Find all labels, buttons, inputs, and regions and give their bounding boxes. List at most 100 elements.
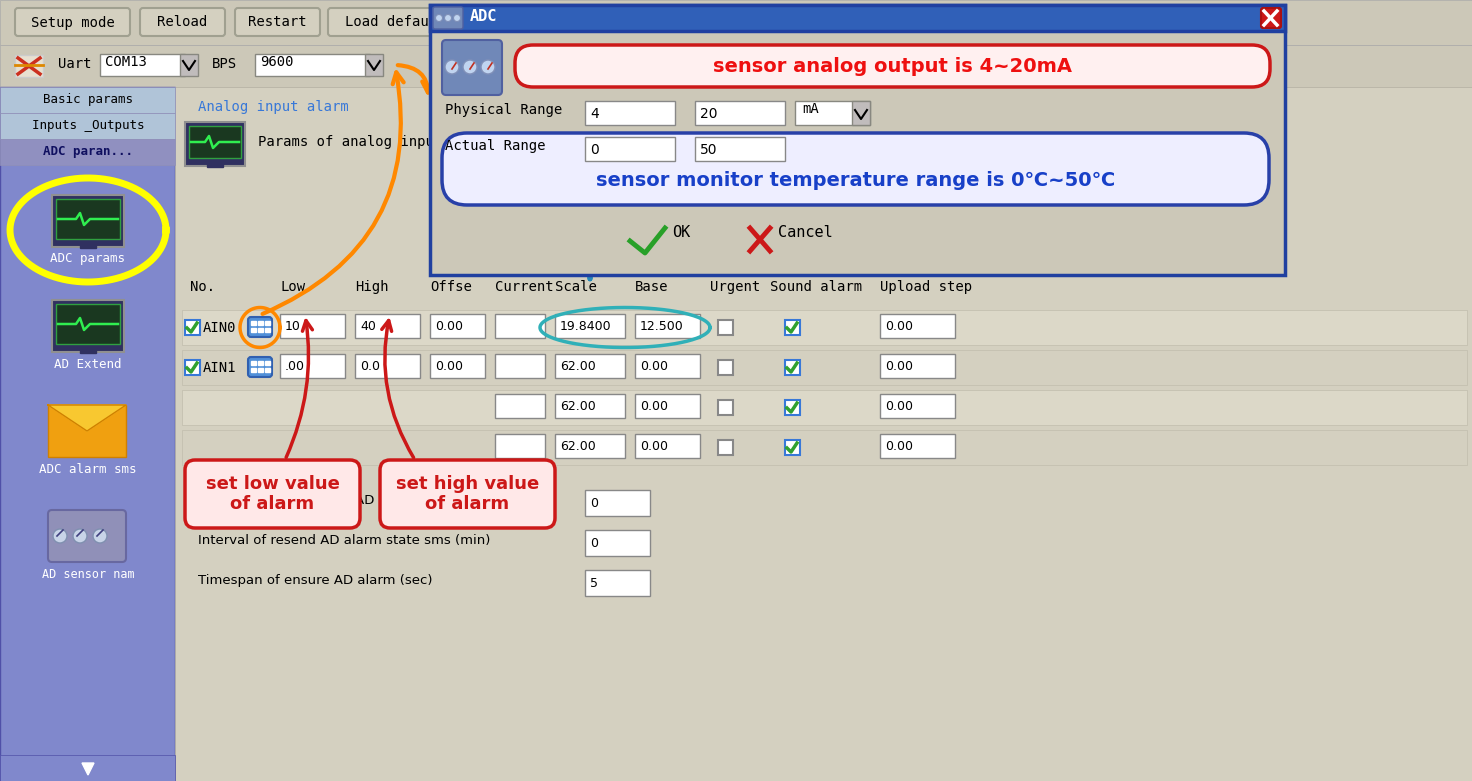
Text: Analog input alarm: Analog input alarm [199,100,349,114]
Text: set low value
of alarm: set low value of alarm [206,475,340,513]
FancyBboxPatch shape [1262,8,1281,28]
Bar [56,304,121,344]
FancyArrowPatch shape [397,65,433,93]
Bar [555,314,626,338]
Text: COM13: COM13 [105,55,147,69]
Bar [252,361,256,365]
FancyBboxPatch shape [247,317,272,337]
Text: Interval of resend AD alarm state sms (min): Interval of resend AD alarm state sms (m… [199,534,490,547]
Circle shape [445,60,459,74]
Bar [183,430,1468,465]
Bar [880,354,955,378]
FancyBboxPatch shape [247,357,272,377]
Bar [785,400,799,415]
Bar [265,328,269,332]
Circle shape [53,529,68,543]
Bar [280,314,344,338]
Text: Current: Current [495,280,553,294]
FancyArrowPatch shape [584,265,596,279]
FancyArrowPatch shape [381,320,414,458]
Text: Basic params: Basic params [43,94,132,106]
Text: AIN0: AIN0 [203,321,237,335]
Bar [584,570,651,596]
Text: High: High [355,280,389,294]
Circle shape [464,60,477,74]
Text: AIN1: AIN1 [203,361,237,375]
Bar [185,360,200,375]
Bar [252,368,256,372]
Circle shape [74,529,87,543]
Text: AD sensor nam: AD sensor nam [41,568,134,581]
Text: Scale: Scale [555,280,596,294]
Bar [185,320,200,335]
Bar [180,54,199,76]
Text: Actual Range: Actual Range [445,139,546,153]
Bar [634,394,701,418]
Bar [718,320,733,335]
Text: 20: 20 [701,106,717,120]
Bar [795,101,870,125]
Bar [280,354,344,378]
Circle shape [445,15,452,22]
Circle shape [93,529,107,543]
Text: sensor monitor temperature range is 0℃~50℃: sensor monitor temperature range is 0℃~5… [596,170,1116,190]
Bar [258,321,263,325]
Text: 0: 0 [590,497,598,510]
Bar [584,490,651,516]
FancyBboxPatch shape [49,510,127,562]
Bar [265,361,269,365]
Bar [0,0,1472,45]
Bar [175,87,1472,781]
Text: 5: 5 [590,577,598,590]
Text: 0.00: 0.00 [885,440,913,453]
Circle shape [453,15,461,22]
Bar [0,87,175,113]
Text: 0.00: 0.00 [640,440,668,453]
Bar [258,368,263,372]
Text: Params of analog inputs: Params of analog inputs [258,135,450,149]
Text: Low: Low [280,280,305,294]
FancyBboxPatch shape [15,8,130,36]
Text: Offse: Offse [430,280,473,294]
FancyBboxPatch shape [185,460,361,528]
Text: ADC alarm sms: ADC alarm sms [40,463,137,476]
Bar [100,54,185,76]
Bar [785,360,799,375]
Text: 0.0: 0.0 [361,360,380,373]
Bar [718,440,733,455]
Text: 10: 10 [286,320,300,333]
Text: 9600: 9600 [261,55,293,69]
Circle shape [436,15,443,22]
Bar [183,390,1468,425]
Text: Inputs _Outputs: Inputs _Outputs [32,119,144,133]
Bar [183,310,1468,345]
Bar [584,137,676,161]
Text: 0.00: 0.00 [640,400,668,413]
Circle shape [481,60,495,74]
Text: Setup mode: Setup mode [31,16,115,30]
Bar [495,354,545,378]
Bar [56,199,121,239]
Text: 0: 0 [590,142,599,156]
Text: Minimum time of twice AD alarm sms (min): Minimum time of twice AD alarm sms (min) [199,494,487,507]
Bar [584,101,676,125]
Text: 0: 0 [590,537,598,550]
Text: 19.8400: 19.8400 [559,320,612,333]
Text: 0.00: 0.00 [885,360,913,373]
Bar [252,321,256,325]
Bar [0,755,175,781]
FancyArrowPatch shape [286,320,312,458]
FancyBboxPatch shape [515,45,1270,87]
FancyBboxPatch shape [236,8,319,36]
Text: Cancel: Cancel [779,225,833,240]
Text: AD Extend: AD Extend [54,358,122,371]
Bar [695,101,785,125]
Bar [852,101,870,125]
Bar [49,405,127,457]
Text: set high value
of alarm: set high value of alarm [396,475,539,513]
Text: Physical Range: Physical Range [445,103,562,117]
Bar [355,354,420,378]
Bar [79,348,96,353]
Text: Sound alarm: Sound alarm [770,280,863,294]
Text: OK: OK [673,225,690,240]
